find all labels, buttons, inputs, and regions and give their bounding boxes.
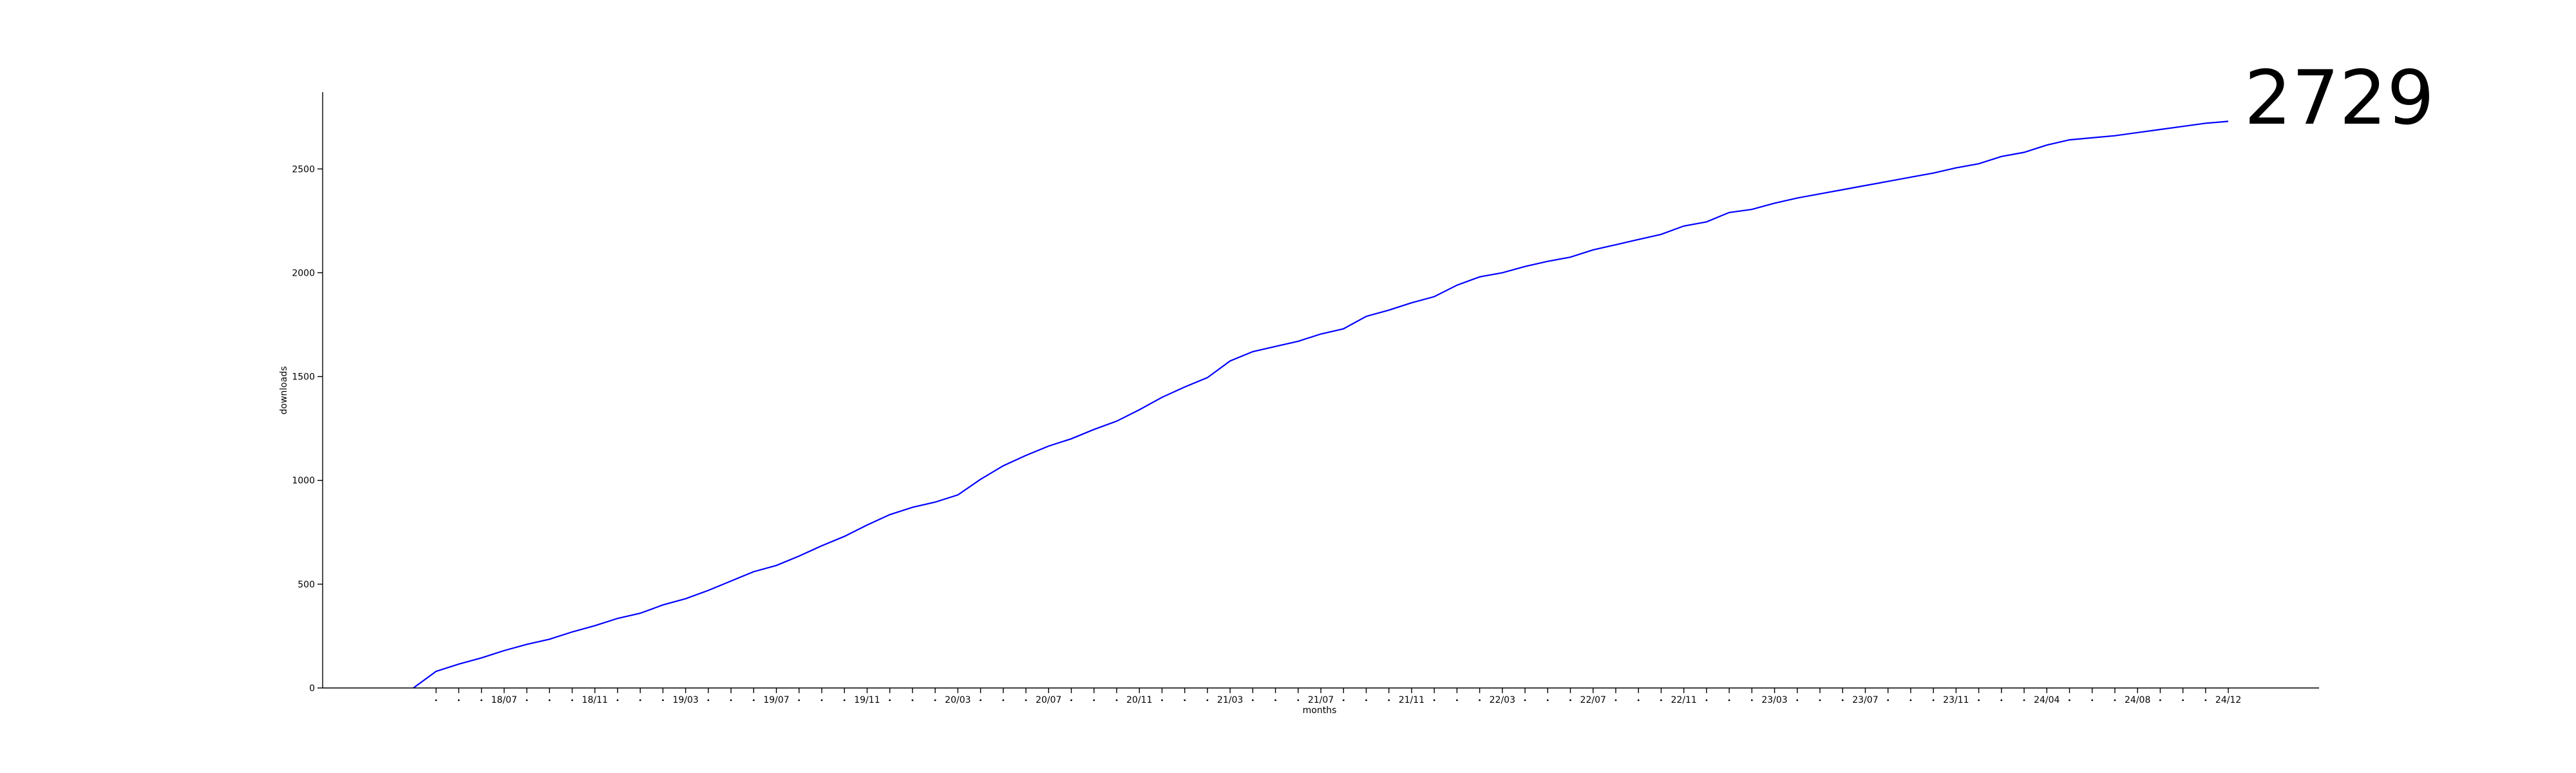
x-tick-label: 19/07 — [763, 695, 789, 705]
x-minor-tick-dot — [889, 699, 891, 701]
x-minor-tick-dot — [1161, 699, 1163, 701]
x-tick-label: 22/07 — [1580, 695, 1606, 705]
x-minor-tick-dot — [1070, 699, 1072, 701]
x-minor-tick-dot — [2182, 699, 2184, 701]
x-tick-label: 23/03 — [1761, 695, 1787, 705]
x-tick-label: 18/11 — [582, 695, 608, 705]
x-minor-tick-dot — [980, 699, 981, 701]
x-tick-label: 19/11 — [854, 695, 880, 705]
x-minor-tick-dot — [730, 699, 732, 701]
downloads-series-line — [413, 120, 2229, 689]
x-minor-tick-dot — [1819, 699, 1821, 701]
x-minor-tick-dot — [1297, 699, 1300, 701]
x-minor-tick-dot — [1750, 699, 1753, 701]
x-tick-label: 18/07 — [491, 695, 517, 705]
x-minor-tick-dot — [2114, 699, 2116, 701]
y-axis-ticks: 0 500 1000 1500 2000 2500 — [292, 164, 323, 694]
y-tick-label: 0 — [309, 683, 315, 694]
x-minor-tick-dot — [639, 699, 641, 701]
x-tick-label: 20/03 — [945, 695, 971, 705]
x-axis-label: months — [1303, 705, 1337, 716]
x-minor-tick-dot — [1455, 699, 1458, 701]
x-minor-tick-dot — [1093, 699, 1095, 701]
x-minor-tick-dot — [457, 699, 460, 701]
y-tick-label: 2000 — [292, 268, 315, 278]
x-minor-tick-dot — [1637, 699, 1640, 701]
x-minor-tick-dot — [1728, 699, 1730, 701]
x-tick-label: 21/03 — [1217, 695, 1243, 705]
x-minor-tick-dot — [934, 699, 936, 701]
x-minor-tick-dot — [1932, 699, 1935, 701]
y-tick-label: 1000 — [292, 476, 315, 486]
x-minor-tick-dot — [752, 699, 755, 701]
x-tick-label: 22/11 — [1671, 695, 1696, 705]
x-minor-tick-dot — [548, 699, 551, 701]
x-minor-tick-dot — [1887, 699, 1889, 701]
x-minor-tick-dot — [843, 699, 846, 701]
total-downloads-number: 2729 — [2244, 55, 2434, 142]
x-minor-tick-dot — [1115, 699, 1118, 701]
x-minor-tick-dot — [1796, 699, 1799, 701]
x-tick-label: 20/07 — [1036, 695, 1061, 705]
x-minor-tick-dot — [1660, 699, 1662, 701]
x-minor-tick-dot — [1184, 699, 1186, 701]
x-minor-tick-dot — [911, 699, 914, 701]
x-tick-label: 22/03 — [1490, 695, 1515, 705]
x-minor-tick-dot — [1025, 699, 1027, 701]
y-tick-label: 500 — [298, 580, 315, 590]
x-minor-tick-dot — [616, 699, 619, 701]
x-tick-label: 24/04 — [2034, 695, 2060, 705]
x-minor-tick-dot — [571, 699, 573, 701]
x-tick-label: 23/11 — [1943, 695, 1969, 705]
x-minor-tick-dot — [1615, 699, 1617, 701]
x-tick-label: 24/08 — [2125, 695, 2150, 705]
x-minor-tick-dot — [1002, 699, 1005, 701]
x-tick-label: 24/12 — [2215, 695, 2241, 705]
x-minor-tick-dot — [1479, 699, 1481, 701]
x-minor-tick-dot — [1569, 699, 1571, 701]
x-minor-tick-dot — [2023, 699, 2025, 701]
x-minor-tick-dot — [798, 699, 800, 701]
x-minor-tick-dot — [1705, 699, 1708, 701]
x-minor-tick-dot — [1365, 699, 1367, 701]
x-minor-tick-dot — [1206, 699, 1209, 701]
x-minor-tick-dot — [2091, 699, 2094, 701]
x-minor-tick-dot — [1342, 699, 1345, 701]
x-tick-label: 20/11 — [1126, 695, 1152, 705]
x-minor-tick-dot — [1909, 699, 1912, 701]
y-tick-label: 2500 — [292, 164, 315, 175]
x-minor-tick-dot — [707, 699, 710, 701]
x-minor-tick-dot — [1251, 699, 1254, 701]
x-minor-tick-dot — [2204, 699, 2207, 701]
x-tick-label: 19/03 — [672, 695, 698, 705]
x-minor-tick-dot — [1433, 699, 1435, 701]
x-minor-tick-dot — [820, 699, 823, 701]
x-minor-tick-dot — [1524, 699, 1526, 701]
x-minor-tick-dot — [1274, 699, 1276, 701]
x-minor-tick-dot — [435, 699, 437, 701]
x-minor-tick-dot — [1388, 699, 1390, 701]
x-minor-tick-dot — [2159, 699, 2161, 701]
x-axis-ticks: 18/07 18/11 19/03 19/07 19/11 20/03 20/07 20/11… — [435, 688, 2241, 705]
x-minor-tick-dot — [1546, 699, 1549, 701]
x-minor-tick-dot — [480, 699, 482, 701]
y-axis-label: downloads — [279, 367, 289, 415]
x-tick-label: 23/07 — [1852, 695, 1878, 705]
x-tick-label: 21/11 — [1399, 695, 1425, 705]
y-tick-label: 1500 — [292, 372, 315, 383]
x-minor-tick-dot — [1841, 699, 1844, 701]
x-minor-tick-dot — [526, 699, 528, 701]
x-minor-tick-dot — [2000, 699, 2003, 701]
x-tick-label: 21/07 — [1308, 695, 1334, 705]
x-minor-tick-dot — [1978, 699, 1980, 701]
x-minor-tick-dot — [2069, 699, 2070, 701]
x-minor-tick-dot — [662, 699, 664, 701]
